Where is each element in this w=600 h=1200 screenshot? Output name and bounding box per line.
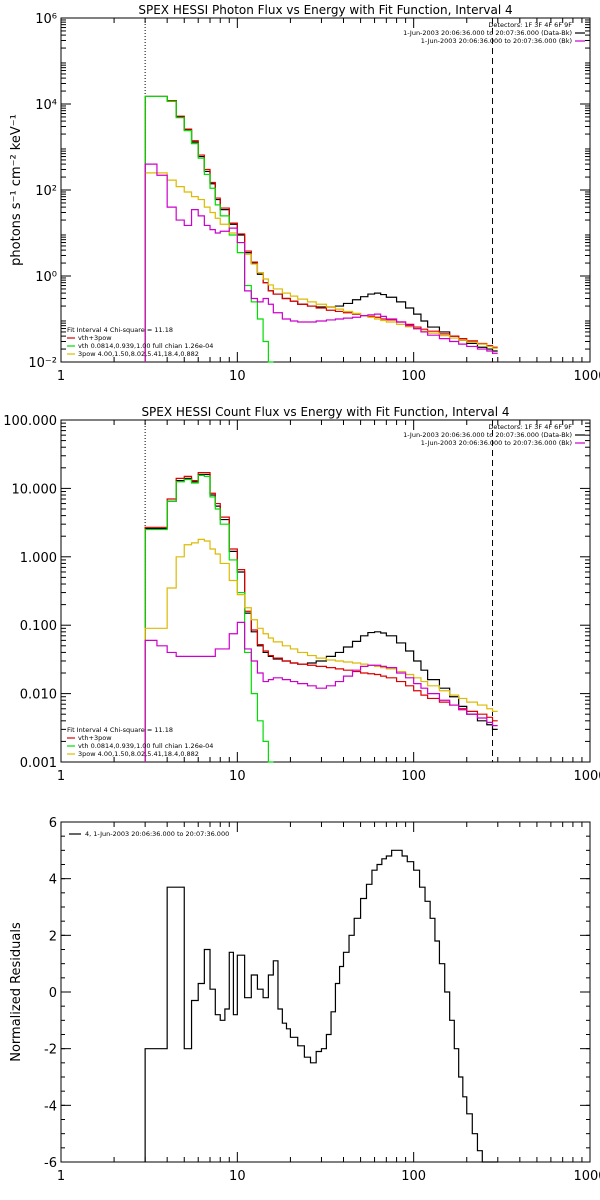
chart-title: SPEX HESSI Photon Flux vs Energy with Fi… (138, 3, 512, 17)
legend-bottom-text: vth 0.0814,0.939,1.00 full chian 1.26e-0… (78, 742, 213, 750)
series-line-1 (144, 473, 498, 762)
series-line-2 (144, 95, 498, 362)
legend-top-text: Detectors: 1F 3F 4F 6F 9F (488, 21, 572, 29)
x-tick-label: 1 (57, 1169, 65, 1184)
legend-bottom-text: 3pow 4.00,1.50,8.02,5.41,18.4,0.882 (78, 750, 199, 758)
y-tick-label: 10⁰ (35, 270, 57, 285)
y-tick-label: -6 (44, 1156, 57, 1171)
series-line-3 (144, 474, 274, 763)
legend-top-text: 1-Jun-2003 20:06:36.000 to 20:07:36.000 … (403, 431, 572, 439)
legend-top-text: 1-Jun-2003 20:06:36.000 to 20:07:36.000 … (421, 37, 572, 45)
series-line-4 (144, 172, 498, 362)
legend-bottom-text: vth+3pow (78, 734, 112, 742)
y-tick-label: 10⁻² (28, 356, 57, 371)
plot-frame (60, 821, 591, 1163)
legend-top-text: Detectors: 1F 3F 4F 6F 9F (488, 423, 572, 431)
chart-title: SPEX HESSI Count Flux vs Energy with Fit… (141, 405, 509, 419)
x-tick-label: 100 (401, 369, 426, 384)
y-tick-label: 10⁴ (35, 98, 57, 113)
chart-panel-2: SPEX HESSI Count Flux vs Energy with Fit… (3, 405, 600, 784)
y-tick-label: 10⁶ (35, 12, 57, 27)
y-tick-label: 10.000 (12, 482, 58, 497)
legend-bottom-text: 3pow 4.00,1.50,8.02,5.41,18.4,0.882 (78, 350, 199, 358)
y-tick-label: 2 (49, 929, 57, 944)
plot-frame (60, 419, 591, 763)
x-tick-label: 100 (401, 1169, 426, 1184)
series-line-2 (144, 472, 498, 762)
y-tick-label: 0.100 (20, 619, 57, 634)
legend-bottom-text: Fit Interval 4 Chi-square = 11.18 (67, 326, 173, 334)
x-tick-label: 10 (229, 369, 246, 384)
y-axis-label: Normalized Residuals (9, 922, 24, 1062)
y-tick-label: 0 (49, 986, 57, 1001)
legend-top-text: 4, 1-Jun-2003 20:06:36.000 to 20:07:36.0… (85, 830, 229, 838)
series-line-3 (144, 95, 274, 363)
y-tick-label: 6 (49, 816, 57, 831)
series-line-4 (144, 538, 498, 762)
legend-bottom-text: Fit Interval 4 Chi-square = 11.18 (67, 726, 173, 734)
x-tick-label: 100 (401, 769, 426, 784)
x-tick-label: 1 (57, 769, 65, 784)
plot-frame (60, 17, 591, 363)
x-tick-label: 10 (229, 769, 246, 784)
y-tick-label: 10² (35, 184, 57, 199)
series-line-5 (144, 621, 498, 762)
legend-top-text: 1-Jun-2003 20:06:36.000 to 20:07:36.000 … (403, 29, 572, 37)
legend-top-text: 1-Jun-2003 20:06:36.000 to 20:07:36.000 … (421, 439, 572, 447)
y-tick-label: 4 (49, 873, 57, 888)
series-line-1 (144, 95, 498, 362)
y-tick-label: 1.000 (20, 551, 57, 566)
y-tick-label: 100.000 (3, 414, 57, 429)
x-tick-label: 1 (57, 369, 65, 384)
y-axis-label: photons s⁻¹ cm⁻² keV⁻¹ (9, 114, 24, 266)
chart-panel-1: SPEX HESSI Photon Flux vs Energy with Fi… (9, 3, 600, 384)
series-line-5 (144, 163, 498, 362)
y-tick-label: -4 (44, 1099, 57, 1114)
y-tick-label: 0.010 (20, 688, 57, 703)
y-tick-label: 0.001 (20, 756, 57, 771)
series-line-1 (144, 849, 498, 1163)
y-tick-label: -2 (44, 1043, 57, 1058)
legend-bottom-text: vth 0.0814,0.939,1.00 full chian 1.26e-0… (78, 342, 213, 350)
legend-bottom-text: vth+3pow (78, 334, 112, 342)
x-tick-label: 10 (229, 1169, 246, 1184)
